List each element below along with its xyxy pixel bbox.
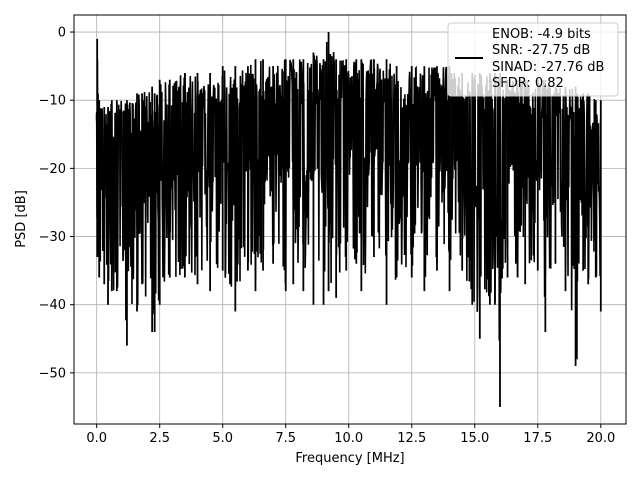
x-axis-ticks: 0.0 2.5 5.0 7.5 10.0 12.5 15.0 17.5 20.0 — [86, 424, 615, 446]
y-tick-label: −50 — [39, 366, 66, 381]
legend-line-snr: SNR: -27.75 dB — [492, 43, 590, 58]
x-tick-label: 2.5 — [149, 431, 170, 446]
y-tick-label: −40 — [39, 298, 66, 313]
x-tick-label: 12.5 — [397, 431, 426, 446]
y-axis-ticks: 0 −10 −20 −30 −40 −50 — [39, 26, 74, 381]
legend: ENOB: -4.9 bits SNR: -27.75 dB SINAD: -2… — [447, 22, 619, 97]
legend-line-enob: ENOB: -4.9 bits — [492, 27, 591, 42]
legend-line-sfdr: SFDR: 0.82 — [492, 76, 564, 91]
x-tick-label: 10.0 — [334, 431, 363, 446]
psd-trace — [95, 32, 602, 407]
x-tick-label: 0.0 — [86, 431, 107, 446]
y-axis-label: PSD [dB] — [14, 190, 29, 248]
legend-line-sinad: SINAD: -27.76 dB — [492, 60, 604, 75]
y-tick-label: 0 — [58, 26, 66, 41]
x-axis-label: Frequency [MHz] — [295, 451, 404, 466]
x-tick-label: 20.0 — [586, 431, 615, 446]
y-tick-label: −20 — [39, 162, 66, 177]
x-tick-label: 5.0 — [212, 431, 233, 446]
legend-box — [447, 22, 619, 97]
y-tick-label: −10 — [39, 94, 66, 109]
x-tick-label: 17.5 — [523, 431, 552, 446]
plot-frame — [73, 14, 627, 425]
y-tick-label: −30 — [39, 230, 66, 245]
x-tick-label: 7.5 — [275, 431, 296, 446]
x-tick-label: 15.0 — [460, 431, 489, 446]
